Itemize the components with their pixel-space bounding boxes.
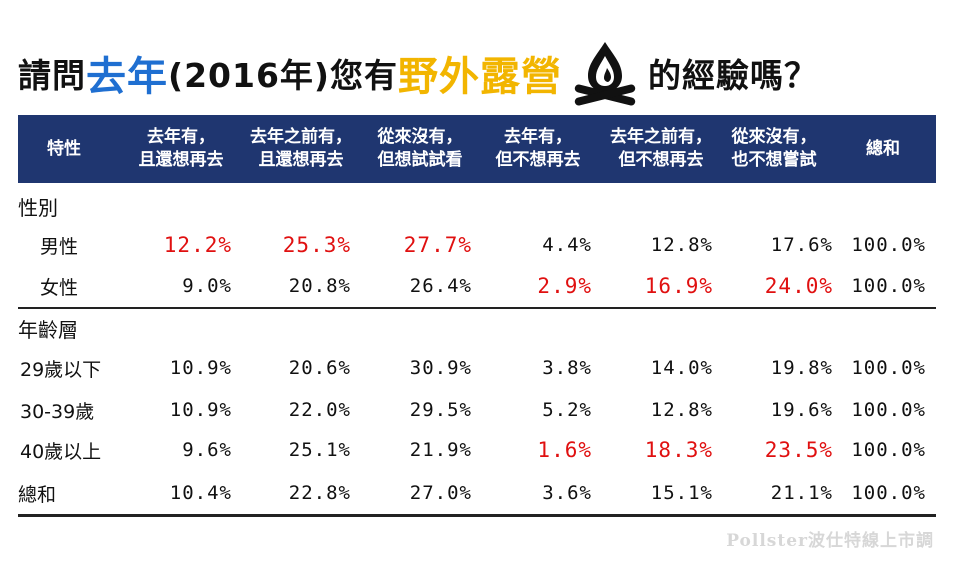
column-header: 去年之前有， 且還想再去 bbox=[250, 127, 352, 170]
value-cell: 4.4% bbox=[542, 234, 592, 256]
value-cell: 19.6% bbox=[770, 399, 833, 421]
value-cell: 14.0% bbox=[650, 357, 713, 379]
table-row: 女性 9.0% 20.8% 26.4% 2.9% 16.9% 24.0% 100.0% bbox=[18, 268, 936, 304]
column-header: 從來沒有， 也不想嘗試 bbox=[731, 127, 817, 170]
value-cell: 100.0% bbox=[851, 482, 926, 504]
table-row: 29歲以下 10.9% 20.6% 30.9% 3.8% 14.0% 19.8% 100.0% bbox=[18, 350, 936, 386]
value-cell: 10.4% bbox=[169, 482, 232, 504]
value-cell: 100.0% bbox=[851, 234, 926, 256]
value-cell: 22.8% bbox=[288, 482, 351, 504]
value-cell: 22.0% bbox=[288, 399, 351, 421]
source-watermark: Pollster波仕特線上市調 bbox=[726, 531, 934, 551]
value-cell: 100.0% bbox=[851, 275, 926, 297]
value-cell: 16.9% bbox=[644, 274, 713, 298]
table-header: 特性 去年有， 且還想再去 去年之前有， 且還想再去 從來沒有， 但想試試看 去年有， … bbox=[18, 115, 936, 183]
value-cell: 30.9% bbox=[409, 357, 472, 379]
value-cell: 3.8% bbox=[542, 357, 592, 379]
value-cell: 21.9% bbox=[409, 439, 472, 461]
value-cell: 27.7% bbox=[403, 233, 472, 257]
value-cell: 12.8% bbox=[650, 234, 713, 256]
value-cell: 10.9% bbox=[169, 357, 232, 379]
section-row: 性別 bbox=[18, 188, 936, 224]
value-cell: 18.3% bbox=[644, 438, 713, 462]
title-suffix: 的經驗嗎？ bbox=[648, 56, 819, 95]
column-header: 去年有， 但不想再去 bbox=[495, 127, 581, 170]
value-cell: 9.6% bbox=[182, 439, 232, 461]
row-label: 年齡層 bbox=[18, 317, 78, 342]
row-label: 性別 bbox=[18, 195, 58, 220]
value-cell: 3.6% bbox=[542, 482, 592, 504]
value-cell: 100.0% bbox=[851, 439, 926, 461]
value-cell: 9.0% bbox=[182, 275, 232, 297]
row-label: 29歲以下 bbox=[20, 358, 102, 381]
value-cell: 12.8% bbox=[650, 399, 713, 421]
value-cell: 5.2% bbox=[542, 399, 592, 421]
chart-title: 請問 去年 (2016年)您有 野外露營 的經驗嗎？ bbox=[18, 38, 818, 108]
value-cell: 20.6% bbox=[288, 357, 351, 379]
table-row: 30-39歲 10.9% 22.0% 29.5% 5.2% 12.8% 19.6% 100.0… bbox=[18, 392, 936, 428]
column-header: 特性 bbox=[47, 138, 81, 159]
value-cell: 21.1% bbox=[770, 482, 833, 504]
value-cell: 17.6% bbox=[770, 234, 833, 256]
value-cell: 100.0% bbox=[851, 399, 926, 421]
value-cell: 19.8% bbox=[770, 357, 833, 379]
value-cell: 24.0% bbox=[764, 274, 833, 298]
row-label: 30-39歲 bbox=[20, 400, 95, 423]
value-cell: 12.2% bbox=[163, 233, 232, 257]
title-middle: (2016年)您有 bbox=[168, 56, 399, 95]
table-row: 40歲以上 9.6% 25.1% 21.9% 1.6% 18.3% 23.5% 100.0% bbox=[18, 432, 936, 468]
value-cell: 15.1% bbox=[650, 482, 713, 504]
value-cell: 10.9% bbox=[169, 399, 232, 421]
column-header: 去年之前有， 但不想再去 bbox=[610, 127, 712, 170]
value-cell: 25.3% bbox=[282, 233, 351, 257]
row-label: 40歲以上 bbox=[20, 440, 102, 463]
table-divider bbox=[18, 307, 936, 309]
row-label: 總和 bbox=[18, 483, 57, 506]
title-prefix: 請問 bbox=[18, 56, 86, 95]
value-cell: 29.5% bbox=[409, 399, 472, 421]
column-header: 總和 bbox=[866, 138, 900, 159]
value-cell: 23.5% bbox=[764, 438, 833, 462]
value-cell: 27.0% bbox=[409, 482, 472, 504]
row-label: 女性 bbox=[40, 276, 79, 299]
row-label: 男性 bbox=[40, 235, 79, 258]
column-header: 從來沒有， 但想試試看 bbox=[377, 127, 463, 170]
value-cell: 1.6% bbox=[537, 438, 592, 462]
value-cell: 100.0% bbox=[851, 357, 926, 379]
value-cell: 20.8% bbox=[288, 275, 351, 297]
campfire-icon bbox=[566, 38, 644, 108]
title-highlight-camping: 野外露營 bbox=[398, 54, 563, 100]
column-header: 去年有， 且還想再去 bbox=[138, 127, 224, 170]
total-row: 總和 10.4% 22.8% 27.0% 3.6% 15.1% 21.1% 100.0% bbox=[18, 475, 936, 511]
table-divider bbox=[18, 514, 936, 517]
title-highlight-last-year: 去年 bbox=[86, 54, 168, 100]
value-cell: 2.9% bbox=[537, 274, 592, 298]
section-row: 年齡層 bbox=[18, 310, 936, 346]
value-cell: 25.1% bbox=[288, 439, 351, 461]
value-cell: 26.4% bbox=[409, 275, 472, 297]
table-row: 男性 12.2% 25.3% 27.7% 4.4% 12.8% 17.6% 100.0% bbox=[18, 227, 936, 263]
